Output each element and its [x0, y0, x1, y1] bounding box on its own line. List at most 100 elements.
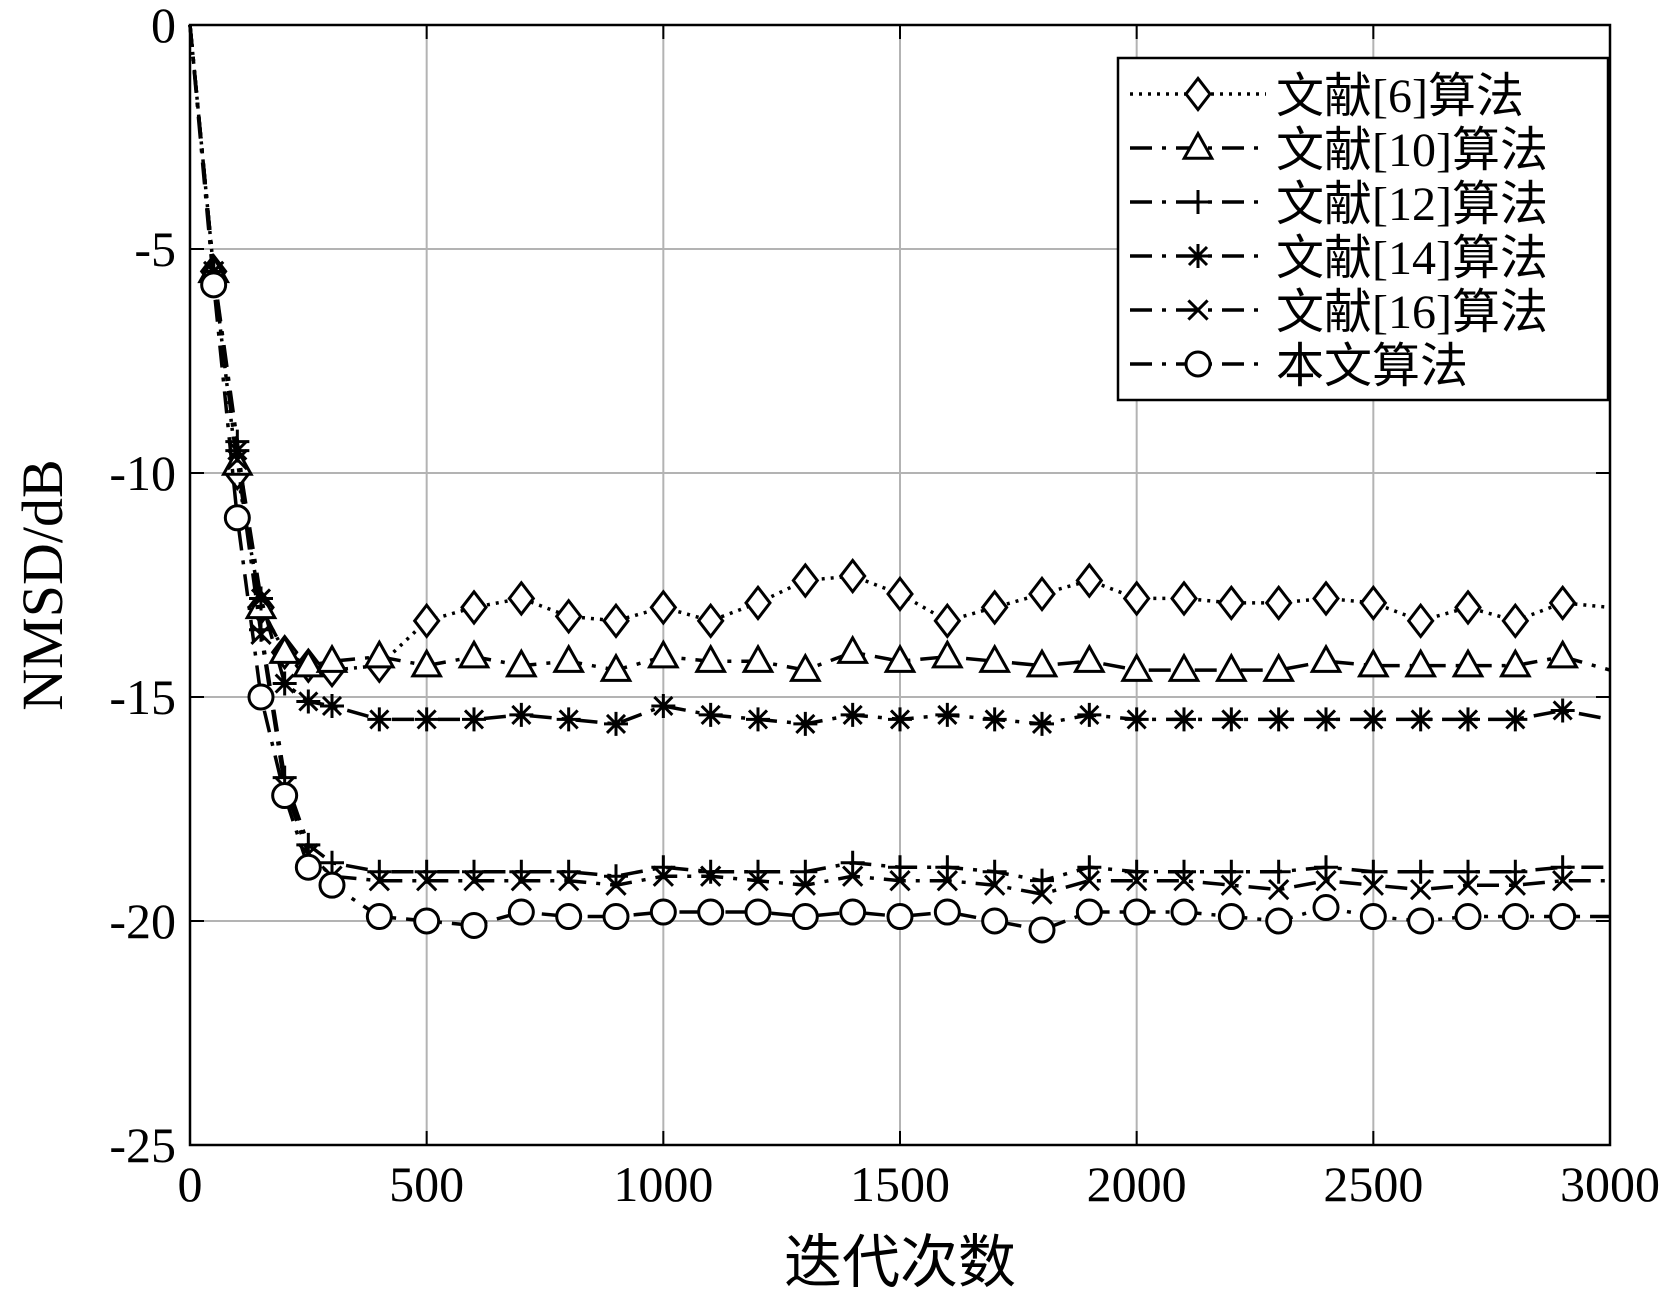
data-point-plus — [1030, 868, 1054, 893]
legend-entry-5: 文献[16]算法 — [1130, 286, 1548, 339]
data-point-circle — [1312, 894, 1340, 922]
legend-label: 文献[16]算法 — [1276, 286, 1548, 339]
series-line — [188, 24, 1611, 726]
data-point-triangle — [1072, 643, 1106, 673]
data-point-cross — [558, 870, 580, 892]
data-point-cross — [794, 874, 816, 896]
data-point-asterisk — [1361, 707, 1386, 732]
data-point-cross — [700, 865, 722, 887]
data-point-plus — [320, 850, 344, 875]
data-point-triangle — [1356, 648, 1390, 678]
data-point-triangle — [1309, 643, 1343, 673]
data-point-circle — [602, 903, 630, 931]
legend-label: 文献[10]算法 — [1276, 124, 1548, 177]
data-point-diamond — [1028, 575, 1056, 613]
data-point-triangle — [362, 639, 396, 669]
y-axis-label: NMSD/dB — [10, 459, 75, 710]
data-point-diamond — [980, 589, 1009, 626]
data-point-asterisk — [1314, 707, 1338, 732]
data-point-triangle — [1025, 648, 1059, 678]
data-point-asterisk — [1408, 707, 1433, 732]
series-2 — [188, 24, 1611, 682]
data-point-cross — [1126, 870, 1148, 892]
data-point-cross — [747, 870, 769, 892]
data-point-triangle — [1262, 652, 1296, 682]
data-point-cross — [889, 870, 911, 892]
data-point-cross — [416, 870, 438, 892]
data-point-plus — [1361, 859, 1386, 884]
data-point-asterisk — [888, 707, 912, 732]
data-point-asterisk — [651, 693, 676, 718]
data-point-circle — [200, 271, 228, 299]
data-point-diamond — [602, 602, 630, 639]
legend-label: 本文算法 — [1276, 340, 1468, 393]
data-point-triangle — [1214, 652, 1248, 682]
data-point-circle — [697, 898, 725, 926]
data-point-circle — [933, 898, 961, 926]
data-point-asterisk — [367, 707, 392, 732]
data-point-cross — [1268, 878, 1290, 901]
data-point-asterisk — [1550, 698, 1575, 723]
data-point-diamond — [1454, 589, 1482, 626]
data-point-cross — [1031, 883, 1053, 905]
data-point-plus — [698, 859, 723, 884]
data-point-diamond — [1122, 580, 1151, 617]
data-point-circle — [1549, 903, 1577, 931]
data-point-plus — [840, 850, 865, 875]
data-point-asterisk — [296, 689, 321, 714]
series-line — [188, 24, 1610, 896]
data-point-diamond — [1548, 584, 1577, 621]
data-point-triangle — [315, 643, 349, 673]
data-point-asterisk — [746, 707, 770, 732]
series-line — [188, 24, 1610, 932]
data-point-plus — [793, 859, 818, 884]
data-point-diamond — [886, 575, 914, 613]
data-point-plus — [1550, 855, 1575, 880]
x-tick-label: 1500 — [850, 1156, 950, 1212]
data-point-triangle — [883, 643, 917, 673]
data-point-diamond — [744, 584, 772, 621]
data-point-asterisk — [604, 711, 628, 736]
x-tick-label: 2500 — [1323, 1156, 1423, 1212]
y-tick-label: -15 — [109, 669, 176, 725]
data-point-triangle — [457, 639, 491, 669]
data-point-asterisk — [1030, 711, 1054, 736]
data-point-circle — [839, 898, 867, 926]
data-point-circle — [1407, 907, 1435, 935]
data-point-diamond — [696, 602, 725, 639]
legend-marker-cross — [1187, 299, 1209, 321]
data-point-cross — [1362, 874, 1384, 896]
data-point-triangle — [504, 648, 538, 678]
legend-marker-circle — [1184, 350, 1212, 378]
data-point-diamond — [412, 602, 441, 639]
data-point-plus — [1503, 859, 1528, 884]
x-axis-label: 迭代次数 — [784, 1230, 1016, 1294]
data-point-diamond — [1359, 584, 1388, 621]
data-point-triangle — [1120, 652, 1154, 682]
data-point-asterisk — [462, 707, 486, 732]
data-point-asterisk — [249, 586, 273, 611]
data-point-triangle — [741, 643, 775, 673]
data-point-cross — [1315, 870, 1337, 892]
legend: 文献[6]算法文献[10]算法文献[12]算法文献[14]算法文献[16]算法本… — [1116, 56, 1610, 402]
data-point-cross — [1410, 878, 1432, 901]
data-point-cross — [652, 865, 674, 887]
data-point-asterisk — [1077, 702, 1102, 727]
data-point-asterisk — [1219, 707, 1244, 732]
data-point-asterisk — [935, 702, 960, 727]
data-point-circle — [1028, 916, 1056, 944]
series-line — [188, 24, 1610, 883]
data-point-plus — [1408, 859, 1433, 884]
data-point-asterisk — [1124, 707, 1149, 732]
x-tick-label: 2000 — [1087, 1156, 1187, 1212]
data-point-triangle — [978, 643, 1012, 673]
data-point-asterisk — [840, 702, 865, 727]
data-point-plus — [1456, 859, 1480, 884]
data-point-plus — [1266, 859, 1291, 884]
data-point-circle — [1359, 903, 1387, 931]
data-point-asterisk — [982, 707, 1007, 732]
series-4 — [188, 24, 1611, 736]
legend-marker-plus — [1186, 190, 1210, 214]
legend-label: 文献[6]算法 — [1276, 70, 1524, 123]
